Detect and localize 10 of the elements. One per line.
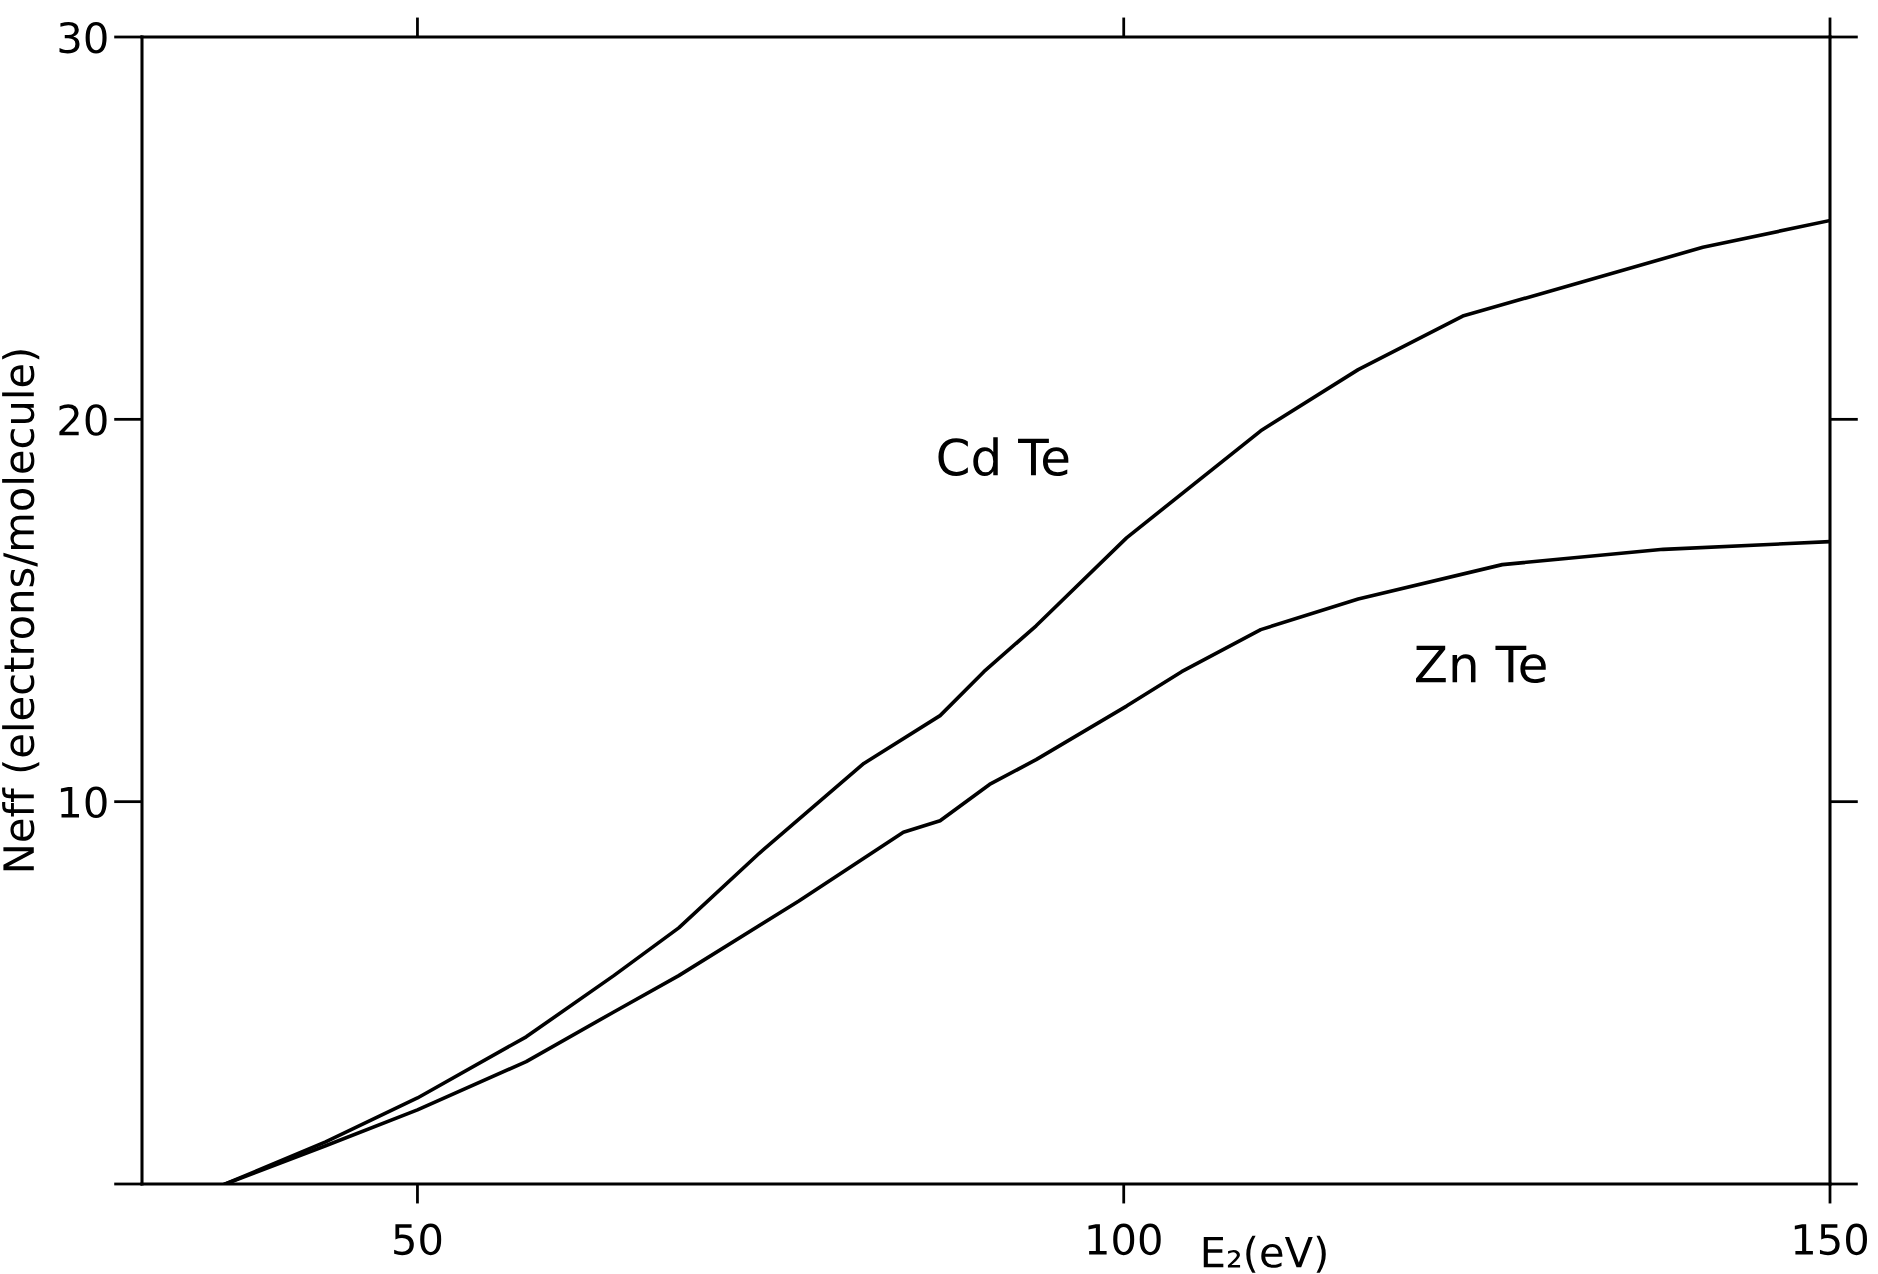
series-label: Cd Te [938,437,1069,476]
y-tick-label: 20 [59,404,107,436]
y-axis-title: Neff (electrons/molecule) [2,350,40,871]
series-label: Zn Te [1416,645,1546,683]
x-tick-label: 50 [394,1223,442,1256]
x-tick-label: 150 [1794,1223,1867,1256]
y-tick-label: 10 [60,786,107,819]
x-axis-title: E₂(eV) [1203,1235,1326,1273]
y-tick-label: 30 [59,21,107,54]
x-tick-label: 100 [1088,1223,1161,1256]
